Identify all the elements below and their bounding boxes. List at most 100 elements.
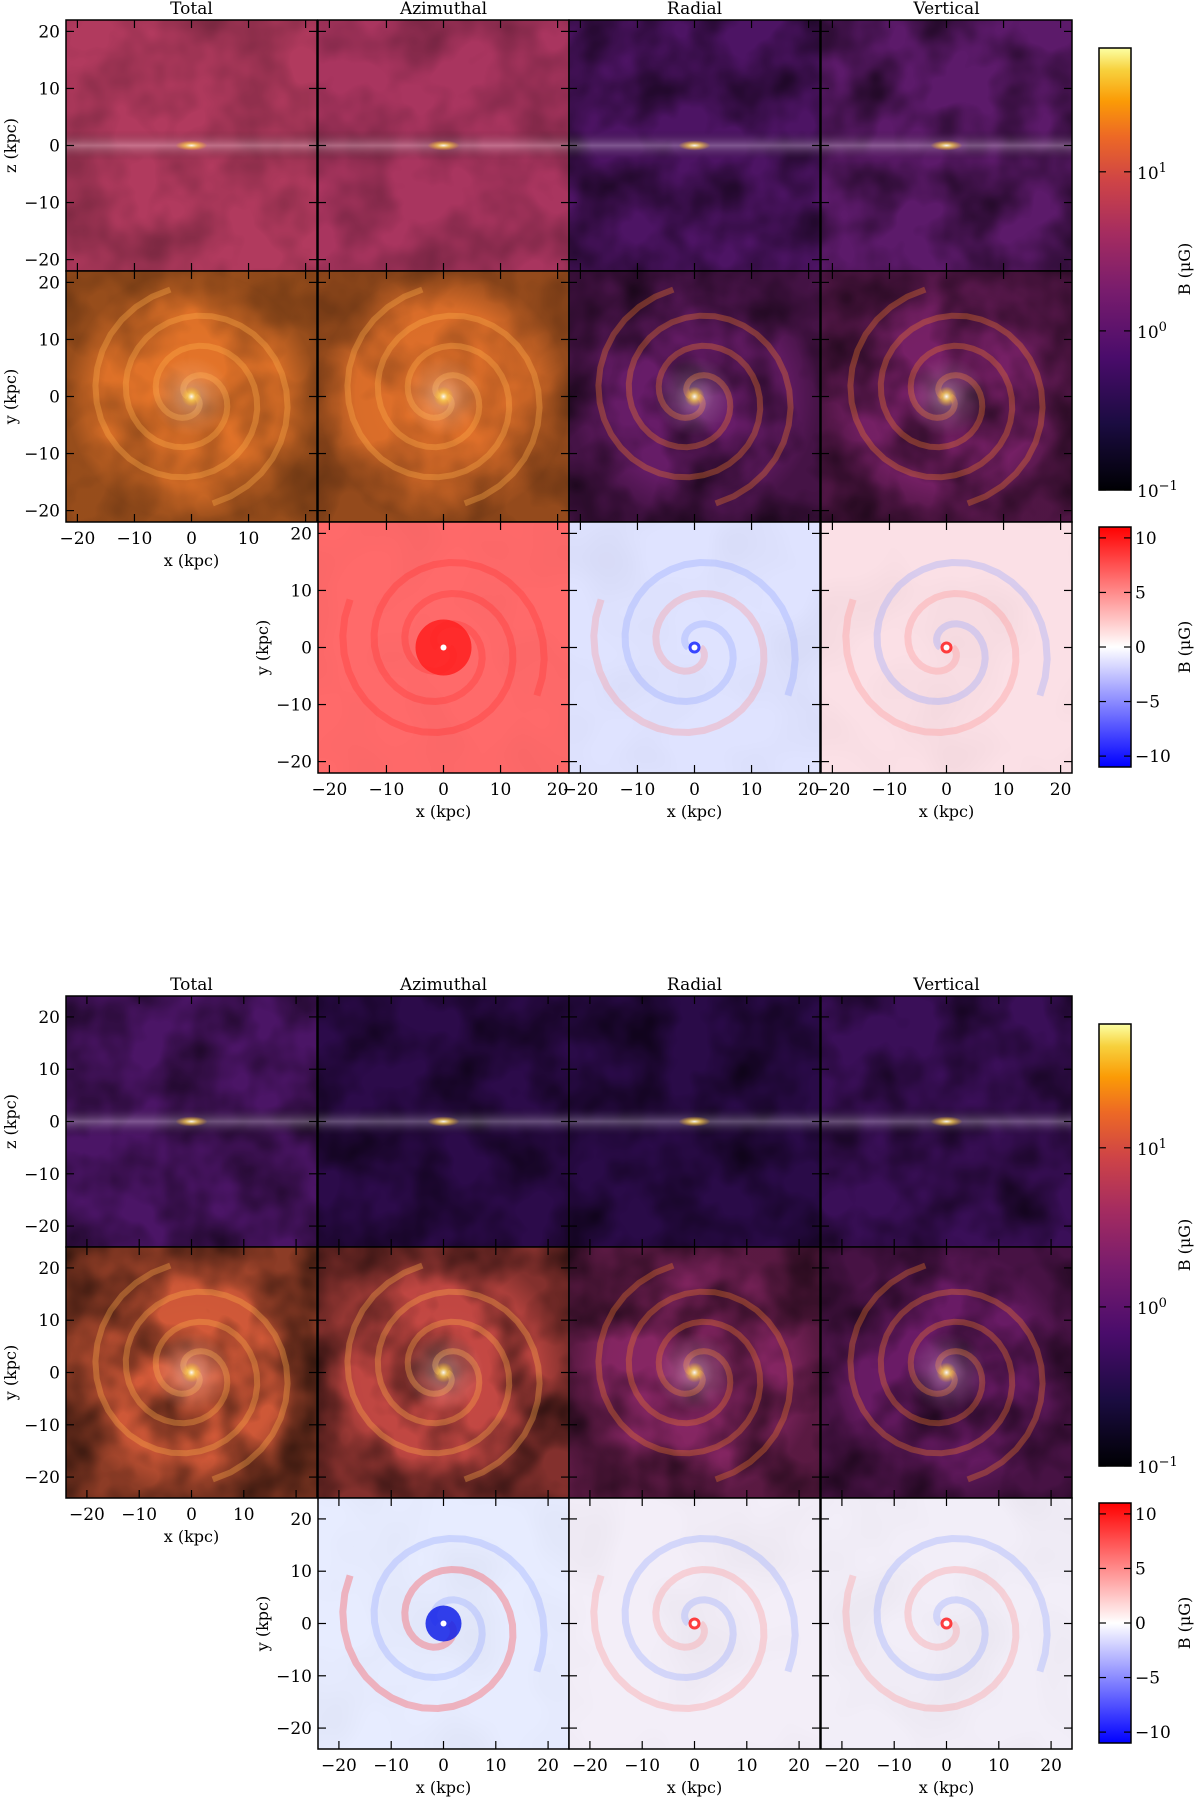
y-tick-label: 20 (38, 22, 60, 42)
x-tick-label: −10 (369, 780, 405, 800)
panel-upper-row2-total (65, 270, 318, 523)
panel-upper-row3-radial (568, 521, 821, 774)
x-tick-label: −10 (876, 1756, 912, 1776)
y-tick-label: 20 (38, 273, 60, 293)
x-tick-label: −20 (311, 780, 347, 800)
y-axis-label: y (kpc) (253, 620, 272, 677)
log-colorbar (1098, 1023, 1132, 1467)
x-tick-label: −20 (562, 780, 598, 800)
y-tick-label: 10 (290, 581, 312, 601)
log-colorbar (1098, 47, 1132, 491)
x-tick-label: −10 (624, 1756, 660, 1776)
y-tick-label: 20 (290, 1510, 312, 1530)
y-tick-label: −10 (24, 194, 60, 214)
log-colorbar-tick-label: 10−1 (1137, 1455, 1178, 1478)
signed-colorbar-tick-label: 10 (1135, 529, 1157, 549)
x-tick-label: −20 (59, 529, 95, 549)
y-tick-label: −10 (276, 1667, 312, 1687)
y-tick-label: −20 (276, 753, 312, 773)
panel-lower-row1-azimuthal (317, 995, 570, 1248)
signed-colorbar-label: B (μG) (1175, 1597, 1194, 1650)
x-tick-label: 0 (941, 1756, 952, 1776)
y-tick-label: −20 (24, 251, 60, 271)
panel-title-radial: Radial (667, 0, 722, 19)
x-tick-label: 10 (238, 529, 260, 549)
panel-lower-row1-radial (568, 995, 821, 1248)
y-tick-label: 0 (49, 1113, 60, 1133)
x-tick-label: 0 (689, 780, 700, 800)
x-tick-label: 0 (689, 1756, 700, 1776)
x-axis-label: x (kpc) (919, 802, 975, 821)
y-tick-label: 0 (301, 1615, 312, 1635)
x-axis-label: x (kpc) (164, 1527, 220, 1546)
panel-upper-row2-azimuthal (317, 270, 570, 523)
y-tick-label: −20 (24, 1468, 60, 1488)
y-axis-label: y (kpc) (253, 1596, 272, 1653)
panel-title-azimuthal: Azimuthal (399, 975, 487, 995)
signed-colorbar-tick-label: −10 (1135, 1723, 1171, 1743)
x-tick-label: 0 (438, 1756, 449, 1776)
x-tick-label: 0 (941, 780, 952, 800)
y-tick-label: −10 (276, 696, 312, 716)
log-colorbar-tick-label: 10−1 (1137, 479, 1178, 502)
signed-colorbar-tick-label: 0 (1135, 1614, 1146, 1634)
y-tick-label: 10 (38, 1060, 60, 1080)
panel-title-vertical: Vertical (912, 975, 979, 995)
x-tick-label: −10 (373, 1756, 409, 1776)
signed-colorbar-tick-label: 5 (1135, 1559, 1146, 1579)
log-colorbar-label: B (μG) (1175, 1219, 1194, 1272)
y-tick-label: −20 (24, 1217, 60, 1237)
x-tick-label: −10 (117, 529, 153, 549)
panel-upper-row3-vertical (820, 521, 1073, 774)
signed-colorbar-tick-label: −10 (1135, 747, 1171, 767)
x-tick-label: 10 (490, 780, 512, 800)
x-tick-label: 0 (438, 780, 449, 800)
y-tick-label: −20 (276, 1719, 312, 1739)
x-tick-label: 20 (547, 780, 569, 800)
x-tick-label: 20 (788, 1756, 810, 1776)
panel-upper-row3-azimuthal (317, 521, 570, 774)
y-tick-label: 10 (38, 79, 60, 99)
panel-upper-row1-radial (568, 19, 821, 272)
panel-lower-row3-azimuthal (317, 1497, 570, 1750)
y-tick-label: 10 (38, 330, 60, 350)
panel-lower-row2-azimuthal (317, 1246, 570, 1499)
log-colorbar-tick-label: 100 (1137, 320, 1167, 343)
x-tick-label: 20 (1050, 780, 1072, 800)
x-tick-label: 20 (798, 780, 820, 800)
x-tick-label: 20 (537, 1756, 559, 1776)
y-tick-label: 10 (290, 1562, 312, 1582)
x-axis-label: x (kpc) (919, 1778, 975, 1797)
signed-colorbar-tick-label: −5 (1135, 693, 1160, 713)
y-axis-label: y (kpc) (1, 369, 20, 426)
x-tick-label: −10 (620, 780, 656, 800)
log-colorbar-label: B (μG) (1175, 243, 1194, 296)
log-colorbar-tick-label: 101 (1137, 161, 1167, 184)
y-axis-label: y (kpc) (1, 1345, 20, 1402)
panel-lower-row1-vertical (820, 995, 1073, 1248)
panel-lower-row1-total (65, 995, 318, 1248)
x-tick-label: −20 (69, 1505, 105, 1525)
panel-upper-row1-vertical (820, 19, 1073, 272)
x-tick-label: −20 (824, 1756, 860, 1776)
x-axis-label: x (kpc) (667, 802, 723, 821)
y-tick-label: 20 (38, 1259, 60, 1279)
x-tick-label: −20 (814, 780, 850, 800)
panel-lower-row2-total (65, 1246, 318, 1499)
x-axis-label: x (kpc) (416, 802, 472, 821)
signed-colorbar-label: B (μG) (1175, 621, 1194, 674)
y-tick-label: 0 (49, 388, 60, 408)
panel-title-total: Total (170, 975, 213, 995)
signed-colorbar-tick-label: −5 (1135, 1669, 1160, 1689)
signed-colorbar: 10 5 0 −5 −10 (1098, 526, 1171, 768)
signed-colorbar-tick-label: 10 (1135, 1505, 1157, 1525)
panel-title-azimuthal: Azimuthal (399, 0, 487, 19)
panel-upper-row2-radial (568, 270, 821, 523)
panel-lower-row2-vertical (820, 1246, 1073, 1499)
x-axis-label: x (kpc) (416, 1778, 472, 1797)
log-colorbar-tick-label: 101 (1137, 1137, 1167, 1160)
y-tick-label: 10 (38, 1311, 60, 1331)
panel-upper-row1-azimuthal (317, 19, 570, 272)
x-tick-label: 10 (233, 1505, 255, 1525)
